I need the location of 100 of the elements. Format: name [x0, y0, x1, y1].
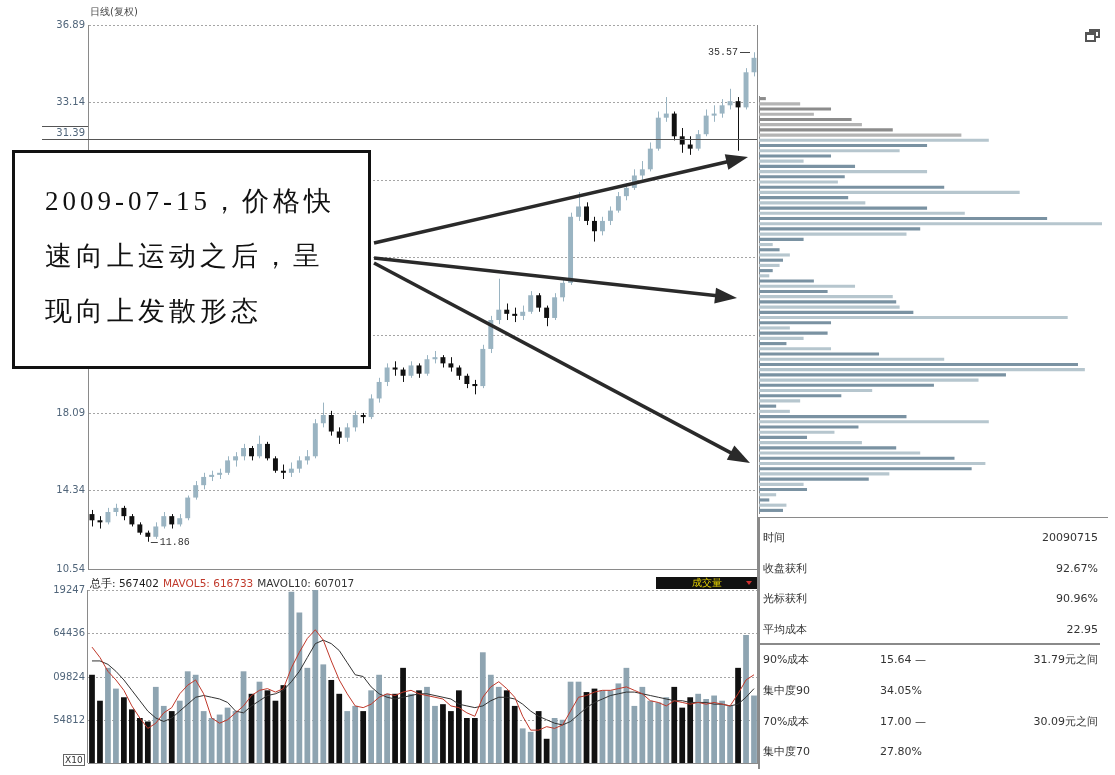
bar	[759, 477, 869, 481]
text: 90%成本 15.64 — 31.79元之间	[763, 653, 1098, 667]
ref-line-label: 31.39	[56, 127, 85, 139]
bar	[759, 133, 962, 137]
bar	[759, 472, 890, 476]
bar	[759, 404, 777, 408]
bar	[759, 357, 945, 361]
candlestick	[576, 191, 582, 222]
bar	[655, 702, 662, 763]
bar	[631, 705, 638, 763]
bar	[208, 718, 215, 763]
candlestick	[536, 292, 542, 313]
bar	[759, 482, 804, 486]
bar	[121, 697, 127, 763]
bar	[759, 461, 986, 466]
candlestick	[607, 205, 613, 226]
bar	[743, 634, 749, 763]
bar	[759, 295, 893, 299]
bar	[384, 693, 390, 763]
bar	[344, 711, 351, 763]
bar	[759, 362, 1078, 367]
bar	[759, 206, 928, 210]
bar	[759, 159, 804, 163]
bar	[639, 686, 646, 763]
bar	[432, 705, 438, 763]
bar	[711, 695, 717, 763]
bar	[759, 446, 897, 450]
bar	[759, 451, 921, 455]
y-tick-label: 33.14	[56, 96, 85, 108]
text: 54812	[53, 714, 85, 726]
bar	[759, 222, 1102, 226]
bar	[759, 368, 1085, 372]
bar	[408, 693, 414, 763]
bar	[671, 686, 678, 763]
candlestick	[257, 435, 262, 459]
candlestick	[671, 111, 677, 141]
text: 光标获利 90.96%	[763, 592, 1098, 606]
bar	[759, 321, 832, 325]
bar	[759, 242, 773, 247]
candlestick	[352, 410, 358, 432]
bar	[759, 498, 770, 502]
bar	[759, 373, 1006, 377]
bar	[144, 721, 151, 763]
bar	[751, 695, 757, 763]
text: 集中度70 27.80%	[763, 745, 922, 759]
candlestick	[225, 455, 231, 476]
bar	[328, 679, 335, 763]
bar	[759, 227, 921, 231]
bar	[759, 415, 907, 419]
bar	[392, 693, 398, 763]
y-axis-title: X10	[63, 754, 85, 766]
bar	[129, 709, 135, 763]
bar	[152, 686, 159, 763]
bar	[352, 705, 359, 763]
bar	[312, 590, 319, 763]
bar	[400, 667, 406, 763]
dropdown-field: 成交量	[656, 577, 758, 589]
bar	[336, 693, 343, 763]
bar	[759, 315, 1068, 320]
bar	[527, 731, 534, 763]
y-tick-label: 10.54	[56, 562, 85, 574]
text: 09824	[53, 671, 85, 683]
bar	[719, 700, 725, 763]
bar	[759, 190, 1020, 194]
candlestick	[687, 135, 693, 156]
bar	[97, 700, 103, 763]
bar	[759, 300, 897, 304]
bar	[759, 154, 832, 158]
bar	[368, 690, 375, 763]
bar	[759, 201, 866, 205]
bar	[759, 383, 934, 387]
bar	[487, 674, 494, 763]
bar	[471, 718, 478, 763]
candlestick	[528, 290, 534, 315]
bar	[759, 289, 828, 294]
bar	[759, 149, 900, 153]
bar	[511, 705, 518, 763]
bar	[376, 674, 382, 763]
bar	[759, 467, 972, 471]
bar	[759, 456, 955, 460]
y-tick-label: 36.89	[56, 18, 85, 30]
bar	[519, 728, 526, 763]
callout-box: 2009-07-15，价格快速向上运动之后，呈现向上发散形态	[12, 150, 371, 369]
bar	[495, 686, 502, 763]
bar	[759, 102, 801, 106]
bar	[759, 487, 808, 492]
bar	[759, 352, 880, 356]
candlestick	[320, 402, 326, 428]
bar	[448, 711, 454, 763]
candlestick	[639, 160, 645, 181]
candlestick	[719, 98, 725, 119]
bar	[759, 123, 862, 127]
bar	[759, 310, 914, 314]
bar	[464, 718, 470, 763]
bar	[759, 342, 787, 346]
bar	[416, 690, 422, 763]
candlestick	[328, 410, 334, 437]
bar	[759, 164, 856, 168]
bar	[759, 420, 989, 424]
bar	[759, 284, 856, 288]
